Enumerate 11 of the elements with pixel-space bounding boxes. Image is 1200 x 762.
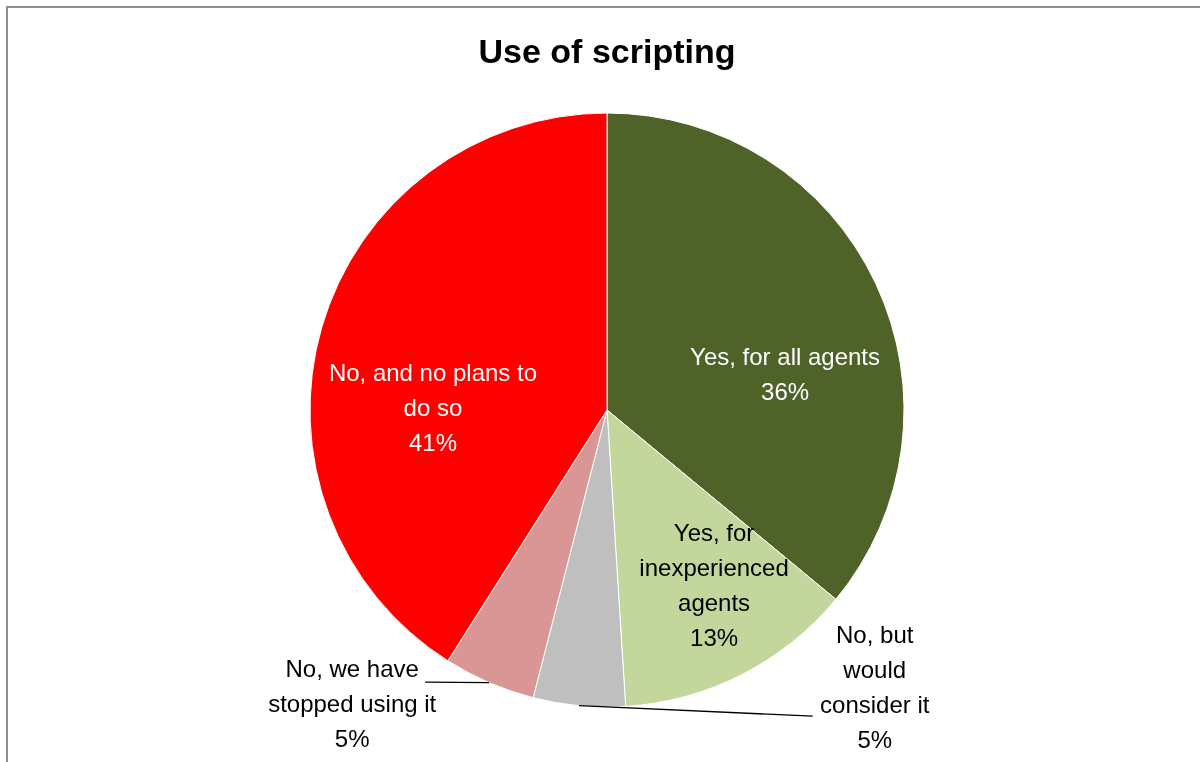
slice-label: No, but would consider it — [820, 620, 930, 718]
data-label: 13% — [690, 624, 739, 652]
data-label: 5% — [334, 725, 370, 753]
slice-label: No, and no plans to do so — [328, 359, 538, 422]
slice-label: Yes, for inexperienced agents — [639, 519, 789, 617]
chart-title: Use of scripting — [478, 32, 736, 70]
data-label: 41% — [408, 429, 457, 457]
data-label: 36% — [761, 377, 810, 405]
slice-label: No, we have stopped using it — [268, 655, 437, 718]
slice-label: Yes, for all agents — [690, 342, 881, 370]
data-label: 5% — [857, 725, 893, 753]
